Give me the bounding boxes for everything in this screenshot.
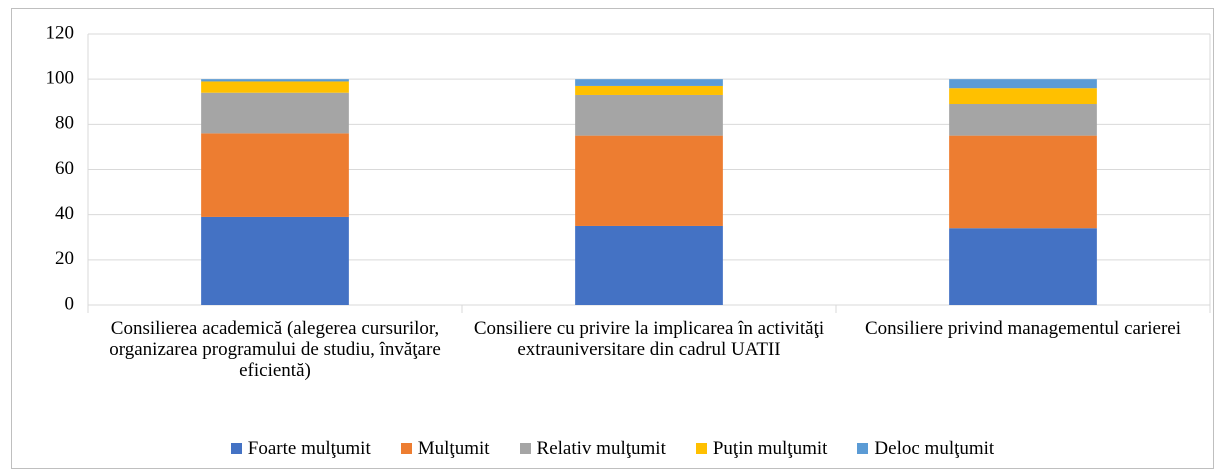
legend-label: Relativ mulţumit	[536, 438, 666, 459]
bar-segment	[201, 92, 349, 134]
legend-label: Foarte mulţumit	[247, 438, 371, 459]
x-tick-label: Consiliere privind managementul carierei	[864, 318, 1182, 339]
y-tick-label: 80	[55, 113, 74, 134]
bar-segment	[201, 81, 349, 93]
y-tick-label: 40	[55, 203, 74, 224]
y-tick-label: 60	[55, 158, 74, 179]
x-tick-label: Consiliere cu privire la implicarea în a…	[473, 318, 825, 360]
bar-segment	[949, 88, 1097, 105]
legend-item: Puţin mulţumit	[695, 438, 828, 460]
y-tick-label: 100	[46, 68, 75, 89]
bar-segment	[201, 216, 349, 305]
bar-segment	[949, 135, 1097, 229]
legend-item: Relativ mulţumit	[519, 438, 666, 460]
legend-label: Mulţumit	[417, 438, 490, 459]
legend-item: Deloc mulţumit	[857, 438, 994, 460]
legend-swatch	[400, 443, 412, 454]
legend-label: Puţin mulţumit	[712, 438, 828, 459]
legend-swatch	[695, 443, 707, 454]
legend-item: Mulţumit	[400, 438, 490, 460]
frame	[11, 8, 1214, 469]
legend-label: Deloc mulţumit	[874, 438, 995, 459]
bar-segment	[949, 228, 1097, 305]
y-tick-label: 20	[55, 248, 74, 269]
bar-segment	[575, 85, 723, 95]
y-tick-label: 0	[65, 293, 75, 314]
bar-segment	[949, 79, 1097, 89]
bar-segment	[575, 225, 723, 305]
bar-segment	[575, 94, 723, 136]
y-tick-label: 120	[46, 22, 75, 43]
bar-segment	[201, 133, 349, 217]
bar-segment	[949, 104, 1097, 136]
x-tick-label: Consilierea academică (alegerea cursuril…	[109, 318, 441, 381]
legend-swatch	[857, 443, 869, 454]
legend: Foarte mulţumit Mulţumit Relativ mulţumit P…	[0, 438, 1225, 460]
bar-segment	[201, 79, 349, 82]
bar-segment	[575, 135, 723, 226]
bar-segment	[575, 79, 723, 86]
legend-item: Foarte mulţumit	[230, 438, 371, 460]
legend-swatch	[519, 443, 531, 454]
legend-swatch	[230, 443, 242, 454]
